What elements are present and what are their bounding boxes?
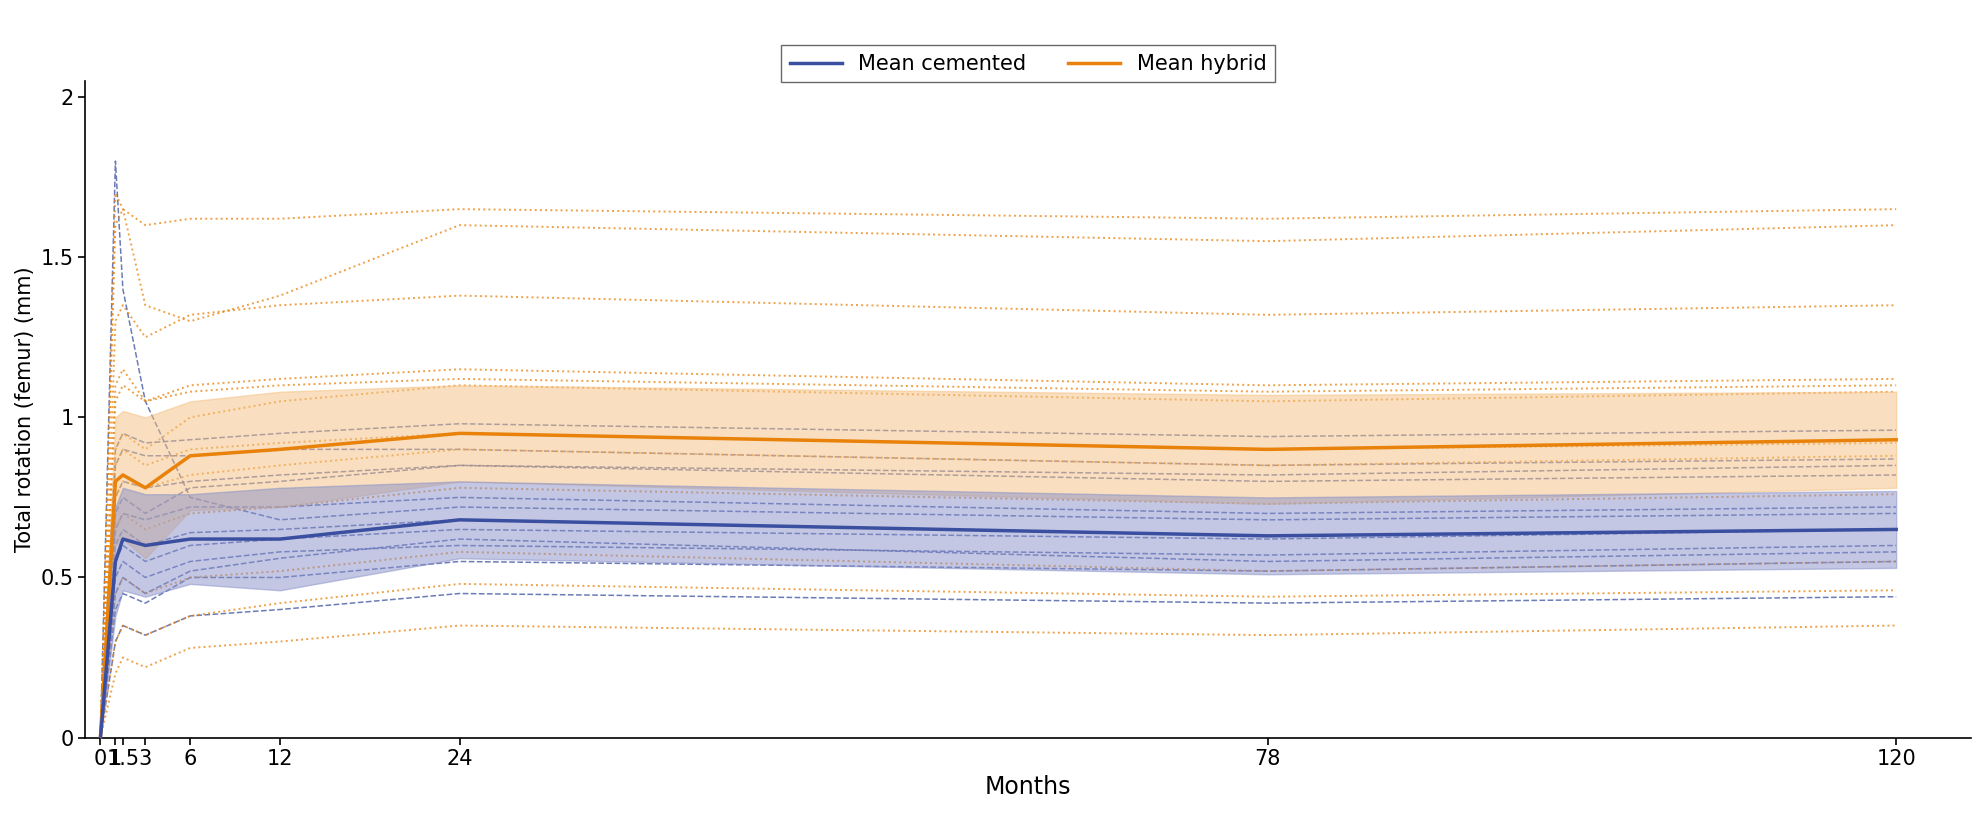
Legend: Mean cemented, Mean hybrid: Mean cemented, Mean hybrid xyxy=(780,46,1275,82)
Y-axis label: Total rotation (femur) (mm): Total rotation (femur) (mm) xyxy=(16,266,36,552)
X-axis label: Months: Months xyxy=(985,775,1072,799)
